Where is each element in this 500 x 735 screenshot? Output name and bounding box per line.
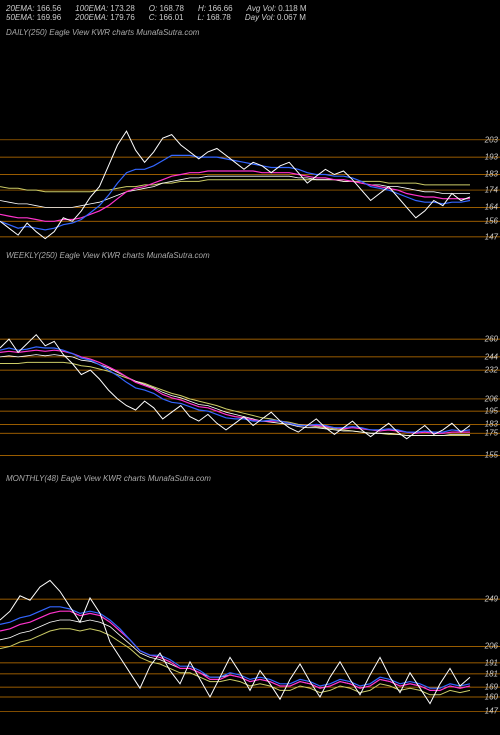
panel-title-prefix: MONTHLY(48) Eagle View — [6, 474, 103, 483]
y-axis-label: 232 — [485, 366, 498, 375]
stat-label: 100EMA: — [75, 4, 108, 13]
y-axis-label: 195 — [485, 407, 498, 416]
stat-label: 20EMA: — [6, 4, 34, 13]
y-axis-label: 260 — [485, 335, 498, 344]
panel-title: MONTHLY(48) Eagle View KWR charts Munafa… — [0, 472, 500, 485]
panel-title: DAILY(250) Eagle View KWR charts MunafaS… — [0, 26, 500, 39]
panel-title-symbol: KWR charts MunafaSutra.com — [91, 28, 199, 37]
price-line — [0, 335, 470, 439]
stat-value: 166.66 — [206, 4, 233, 13]
stat-row: 50EMA: 169.96 200EMA: 179.76 C: 166.01 L: 1… — [6, 13, 494, 22]
price-line — [0, 131, 470, 239]
stat: Day Vol: 0.067 M — [245, 13, 306, 22]
panel-title-prefix: WEEKLY(250) Eagle View — [6, 251, 102, 260]
stat-value: 168.78 — [157, 4, 184, 13]
stat-value: 168.78 — [204, 13, 231, 22]
y-axis-label: 156 — [485, 217, 498, 226]
chart-svg — [0, 262, 500, 472]
y-axis-label: 164 — [485, 203, 498, 212]
y-axis-label: 206 — [485, 642, 498, 651]
panel-title-symbol: KWR charts MunafaSutra.com — [102, 251, 210, 260]
ema50-line — [0, 350, 470, 433]
panel-title: WEEKLY(250) Eagle View KWR charts Munafa… — [0, 249, 500, 262]
stat-label: 200EMA: — [75, 13, 108, 22]
stat-value: 179.76 — [108, 13, 135, 22]
stat-label: C: — [149, 13, 157, 22]
stat-label: Avg Vol: — [247, 4, 276, 13]
stat-value: 173.28 — [108, 4, 135, 13]
stat: 200EMA: 179.76 — [75, 13, 135, 22]
y-axis-label: 183 — [485, 170, 498, 179]
ema200-line — [0, 629, 470, 695]
chart-panel: 203 193 183 174 164 156 147 — [0, 39, 500, 249]
chart-svg — [0, 39, 500, 249]
y-axis-label: 169 — [485, 683, 498, 692]
stat-value: 0.118 M — [276, 4, 307, 13]
y-axis-label: 181 — [485, 669, 498, 678]
stat: 50EMA: 169.96 — [6, 13, 61, 22]
stat-row: 20EMA: 166.56 100EMA: 173.28 O: 168.78 H: 1… — [6, 4, 494, 13]
stat-label: H: — [198, 4, 206, 13]
y-axis-label: 160 — [485, 693, 498, 702]
ema100-line — [0, 620, 470, 690]
stat: L: 168.78 — [197, 13, 230, 22]
stat-value: 166.01 — [157, 13, 184, 22]
ema20-line — [0, 155, 470, 230]
stat-label: Day Vol: — [245, 13, 275, 22]
stat-label: O: — [149, 4, 157, 13]
y-axis-label: 244 — [485, 352, 498, 361]
ema50-line — [0, 171, 470, 221]
stat-value: 169.96 — [34, 13, 61, 22]
y-axis-label: 174 — [485, 186, 498, 195]
y-axis-label: 155 — [485, 451, 498, 460]
stat: 100EMA: 173.28 — [75, 4, 135, 13]
y-axis-label: 183 — [485, 420, 498, 429]
stat: 20EMA: 166.56 — [6, 4, 61, 13]
stat: C: 166.01 — [149, 13, 184, 22]
stat: O: 168.78 — [149, 4, 184, 13]
chart-panel: 260 244 232 206 195 183175 155 — [0, 262, 500, 472]
panel-title-prefix: DAILY(250) Eagle View — [6, 28, 91, 37]
stat-value: 166.56 — [34, 4, 61, 13]
chart-panel: 249 206 191 181 169160 147 — [0, 485, 500, 735]
y-axis-label: 203 — [485, 135, 498, 144]
y-axis-label: 249 — [485, 595, 498, 604]
stat: H: 166.66 — [198, 4, 233, 13]
stat-label: 50EMA: — [6, 13, 34, 22]
stat: Avg Vol: 0.118 M — [247, 4, 307, 13]
ema20-line — [0, 347, 470, 432]
chart-svg — [0, 485, 500, 735]
y-axis-label: 206 — [485, 394, 498, 403]
panel-title-symbol: KWR charts MunafaSutra.com — [103, 474, 211, 483]
y-axis-label: 147 — [485, 232, 498, 241]
y-axis-label: 193 — [485, 153, 498, 162]
header-stats: 20EMA: 166.56100EMA: 173.28O: 168.78H: 1… — [0, 0, 500, 26]
stat-value: 0.067 M — [275, 13, 306, 22]
y-axis-label: 175 — [485, 429, 498, 438]
y-axis-label: 147 — [485, 707, 498, 716]
y-axis-label: 191 — [485, 658, 498, 667]
ema50-line — [0, 611, 470, 690]
